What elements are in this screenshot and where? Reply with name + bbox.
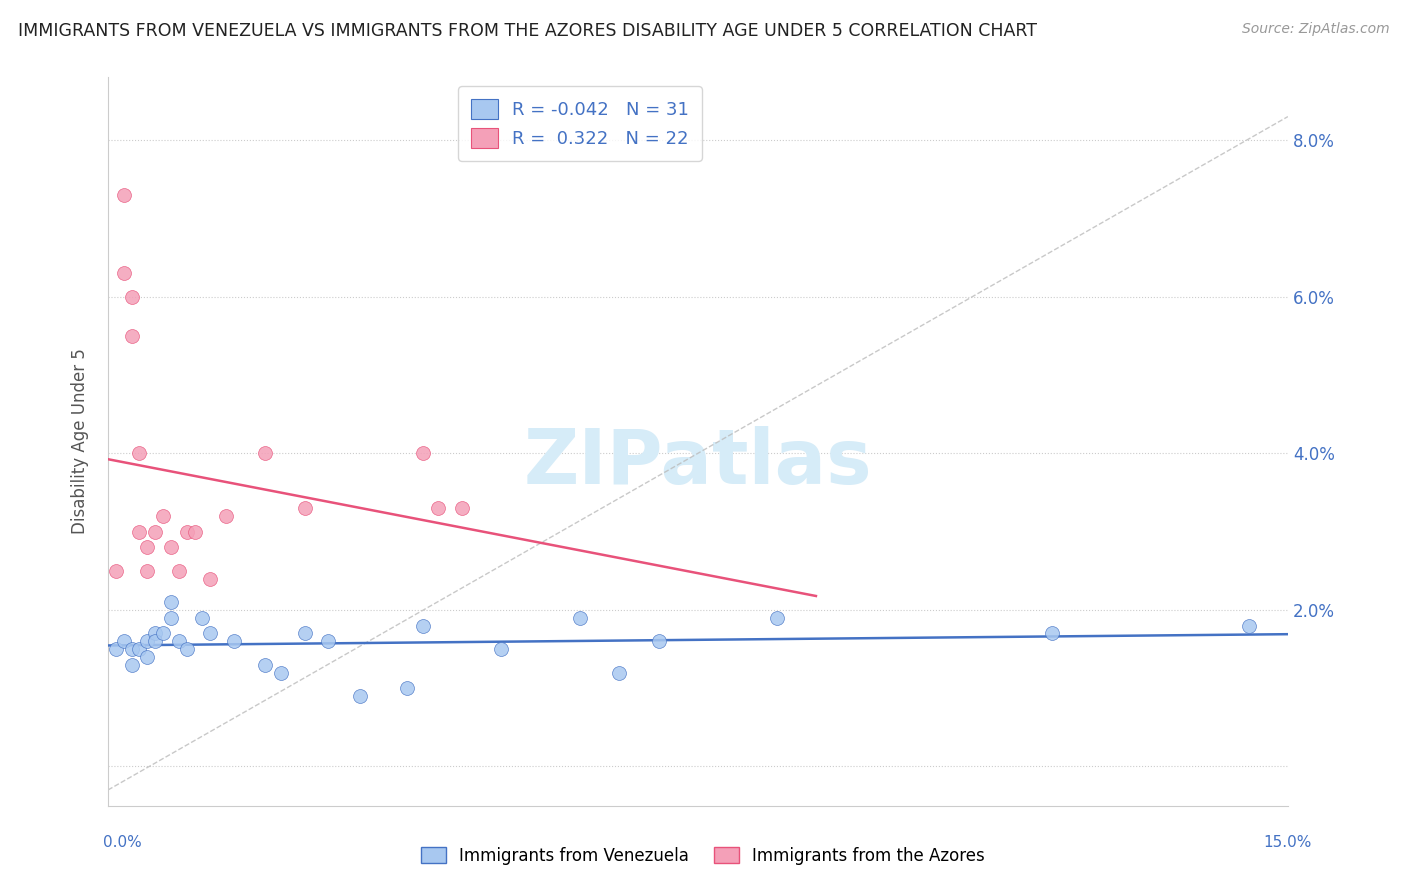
Point bbox=[121, 657, 143, 672]
Point bbox=[1040, 626, 1063, 640]
Point bbox=[167, 564, 190, 578]
Point bbox=[568, 611, 591, 625]
Point bbox=[765, 611, 787, 625]
Point bbox=[176, 524, 198, 539]
Point bbox=[160, 611, 183, 625]
Text: 0.0%: 0.0% bbox=[103, 836, 142, 850]
Point bbox=[200, 572, 222, 586]
Point bbox=[128, 446, 150, 460]
Point bbox=[412, 446, 434, 460]
Point bbox=[143, 524, 166, 539]
Point bbox=[152, 508, 174, 523]
Text: IMMIGRANTS FROM VENEZUELA VS IMMIGRANTS FROM THE AZORES DISABILITY AGE UNDER 5 C: IMMIGRANTS FROM VENEZUELA VS IMMIGRANTS … bbox=[18, 22, 1038, 40]
Text: ZIPatlas: ZIPatlas bbox=[523, 426, 872, 500]
Point bbox=[143, 634, 166, 648]
Point bbox=[183, 524, 205, 539]
Point bbox=[254, 657, 277, 672]
Point bbox=[160, 541, 183, 555]
Point bbox=[136, 649, 159, 664]
Point bbox=[121, 290, 143, 304]
Legend: R = -0.042   N = 31, R =  0.322   N = 22: R = -0.042 N = 31, R = 0.322 N = 22 bbox=[458, 87, 702, 161]
Point bbox=[294, 501, 316, 516]
Point bbox=[316, 634, 339, 648]
Point bbox=[395, 681, 418, 696]
Legend: Immigrants from Venezuela, Immigrants from the Azores: Immigrants from Venezuela, Immigrants fr… bbox=[412, 838, 994, 873]
Point bbox=[222, 634, 245, 648]
Point bbox=[215, 508, 238, 523]
Point bbox=[136, 541, 159, 555]
Point bbox=[607, 665, 630, 680]
Point bbox=[128, 524, 150, 539]
Point bbox=[349, 689, 371, 703]
Point bbox=[112, 266, 135, 280]
Text: Source: ZipAtlas.com: Source: ZipAtlas.com bbox=[1241, 22, 1389, 37]
Point bbox=[1237, 618, 1260, 632]
Point bbox=[191, 611, 214, 625]
Point bbox=[160, 595, 183, 609]
Point bbox=[128, 642, 150, 657]
Point bbox=[176, 642, 198, 657]
Point bbox=[121, 642, 143, 657]
Point bbox=[412, 618, 434, 632]
Point bbox=[647, 634, 669, 648]
Point bbox=[104, 564, 127, 578]
Point bbox=[491, 642, 513, 657]
Y-axis label: Disability Age Under 5: Disability Age Under 5 bbox=[72, 349, 89, 534]
Point bbox=[270, 665, 292, 680]
Point bbox=[152, 626, 174, 640]
Point bbox=[104, 642, 127, 657]
Point bbox=[254, 446, 277, 460]
Point bbox=[294, 626, 316, 640]
Text: 15.0%: 15.0% bbox=[1264, 836, 1312, 850]
Point bbox=[200, 626, 222, 640]
Point bbox=[167, 634, 190, 648]
Point bbox=[112, 187, 135, 202]
Point bbox=[136, 564, 159, 578]
Point bbox=[143, 626, 166, 640]
Point bbox=[136, 634, 159, 648]
Point bbox=[451, 501, 474, 516]
Point bbox=[121, 328, 143, 343]
Point bbox=[427, 501, 450, 516]
Point bbox=[112, 634, 135, 648]
